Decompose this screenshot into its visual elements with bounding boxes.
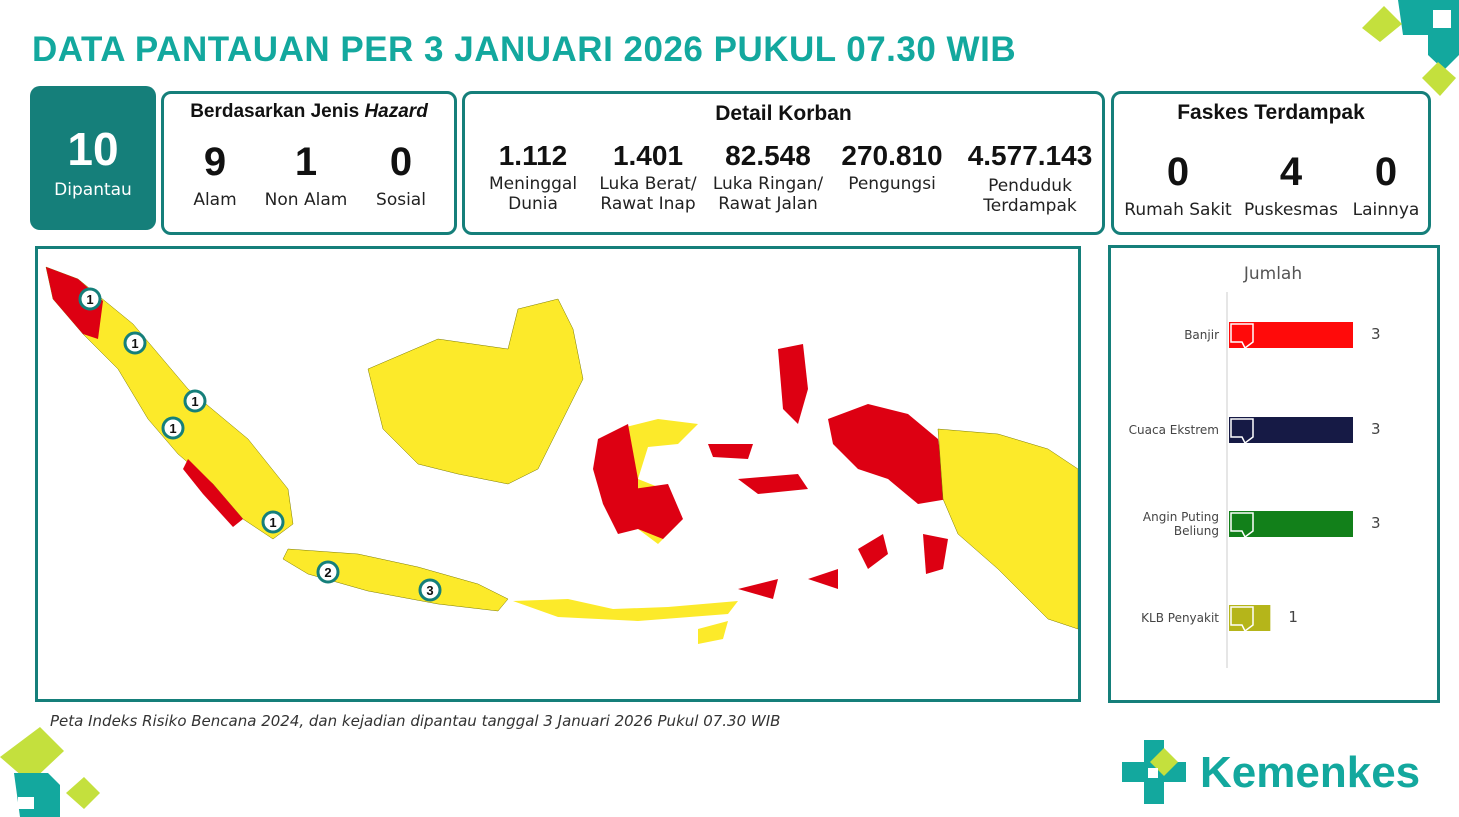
facility-lainnya: 0 Lainnya [1352,150,1420,220]
victim-stat-meninggal: 1.112 Meninggal Dunia [488,140,578,215]
svg-text:2: 2 [324,565,331,580]
victims-detail-panel: Detail Korban 1.112 Meninggal Dunia 1.40… [462,91,1105,235]
monitored-count: 10 [67,123,119,175]
map-region-nusa-tenggara [513,599,738,621]
svg-text:3: 3 [426,583,433,598]
brand-name: Kemenkes [1200,748,1421,797]
map-marker[interactable]: 1 [261,510,285,534]
map-marker[interactable]: 2 [316,560,340,584]
chart-category-label: Angin Puting [1143,510,1219,524]
victim-stat-luka-ringan: 82.548 Luka Ringan/ Rawat Jalan [712,140,824,215]
map-region-sulawesi-high [593,424,638,534]
svg-text:1: 1 [191,394,198,409]
tornado-icon [1230,512,1254,539]
map-caption: Peta Indeks Risiko Bencana 2024, dan kej… [50,712,781,730]
map-region-aceh-high [46,267,103,339]
map-region-java [282,548,509,612]
facilities-panel-title: Faskes Terdampak [1177,101,1365,124]
hazard-type-panel: Berdasarkan Jenis Hazard 9 Alam 1 Non Al… [161,91,457,235]
hazard-item-alam: 9 Alam [193,140,237,210]
svg-text:1: 1 [86,292,93,307]
svg-text:1: 1 [169,421,176,436]
map-marker[interactable]: 1 [123,331,147,355]
affected-facilities-panel: Faskes Terdampak 0 Rumah Sakit 4 Puskesm… [1111,91,1431,235]
map-region-sumbar-high [183,459,243,527]
hazard-count-chart-panel: Jumlah Banjir 3 Cuaca Ekstrem 3 Angin Puting… [1108,245,1440,703]
chart-value-label: 3 [1371,325,1381,343]
map-region-papua-barat-high [828,404,948,504]
page-title: DATA PANTAUAN PER 3 JANUARI 2026 PUKUL 0… [32,30,1017,69]
victim-stat-terdampak: 4.577.143 Penduduk Terdampak [967,140,1093,217]
map-region-sumatra [45,266,294,540]
storm-icon [1230,418,1254,445]
chart-value-label: 1 [1288,608,1298,626]
map-marker[interactable]: 3 [418,578,442,602]
kemenkes-logo-icon [1122,740,1186,804]
chart-category-label: Beliung [1174,524,1219,538]
hazard-panel-title: Berdasarkan Jenis Hazard [190,101,428,122]
map-marker[interactable]: 1 [161,416,185,440]
risk-map-panel: 1 1 1 1 1 2 3 [35,246,1081,702]
indonesia-risk-map: 1 1 1 1 1 2 3 [45,266,1079,644]
svg-text:1: 1 [131,336,138,351]
chart-title: Jumlah [1243,264,1302,284]
logo-corner-top-right-icon [1362,0,1459,96]
map-marker[interactable]: 1 [78,287,102,311]
flood-icon [1230,323,1254,350]
monitored-count-card: 10 Dipantau [30,86,156,230]
facility-rumah-sakit: 0 Rumah Sakit [1124,150,1232,220]
monitored-label: Dipantau [54,180,132,200]
chart-value-label: 3 [1371,420,1381,438]
map-region-maluku-high [778,344,808,424]
chart-bar [1229,322,1353,348]
facility-puskesmas: 4 Puskesmas [1244,150,1338,220]
chart-category-label: Cuaca Ekstrem [1129,423,1219,437]
chart-category-label: KLB Penyakit [1141,611,1219,625]
hazard-count-chart: Jumlah Banjir 3 Cuaca Ekstrem 3 Angin Puting… [1129,264,1381,668]
map-marker[interactable]: 1 [183,389,207,413]
chart-bar [1229,511,1353,537]
disease-icon [1230,606,1254,633]
map-region-kalimantan [367,298,584,485]
victim-stat-pengungsi: 270.810 Pengungsi [841,140,943,195]
hazard-item-sosial: 0 Sosial [376,140,426,210]
map-region-papua [937,428,1079,630]
hazard-item-non-alam: 1 Non Alam [264,140,348,210]
chart-category-label: Banjir [1184,328,1219,342]
victims-panel-title: Detail Korban [715,102,852,125]
victim-stat-luka-berat: 1.401 Luka Berat/ Rawat Inap [599,140,697,215]
chart-value-label: 3 [1371,514,1381,532]
chart-bar [1229,417,1353,443]
svg-text:1: 1 [269,515,276,530]
logo-corner-bottom-left-icon [0,727,100,817]
